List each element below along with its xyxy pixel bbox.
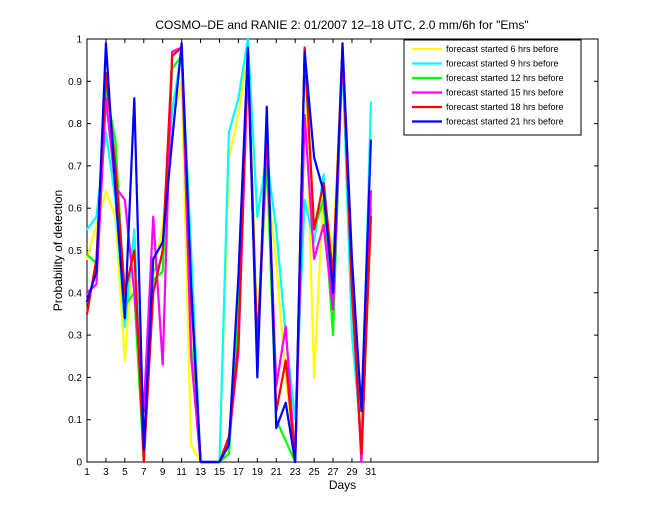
legend-entry-6: forecast started 21 hrs before <box>446 117 564 127</box>
y-tick-label: 0.9 <box>68 77 82 88</box>
x-tick-label: 15 <box>214 467 226 478</box>
x-tick-label: 29 <box>346 467 358 478</box>
x-tick-label: 31 <box>365 467 377 478</box>
x-tick-label: 9 <box>160 467 166 478</box>
legend-entry-5: forecast started 18 hrs before <box>446 102 564 112</box>
x-tick-label: 17 <box>233 467 245 478</box>
y-tick-label: 1 <box>76 35 82 46</box>
y-tick-label: 0.2 <box>68 373 82 384</box>
legend-entry-2: forecast started 9 hrs before <box>446 59 559 69</box>
y-tick-label: 0.6 <box>68 204 82 215</box>
x-tick-label: 1 <box>84 467 90 478</box>
x-tick-label: 27 <box>327 467 339 478</box>
y-tick-label: 0.4 <box>68 288 82 299</box>
y-ticks: 0 0.1 0.2 0.3 0.4 0.5 0.6 0.7 0.8 0.9 1 <box>68 35 598 469</box>
y-tick-label: 0.5 <box>68 246 82 257</box>
series-lines <box>85 37 372 464</box>
x-tick-label: 21 <box>271 467 283 478</box>
chart-title: COSMO–DE and RANIE 2: 01/2007 12–18 UTC,… <box>155 18 528 32</box>
series-line-6 <box>85 42 372 464</box>
y-axis-label: Probability of detection <box>51 190 65 311</box>
legend-entry-3: forecast started 12 hrs before <box>446 73 564 83</box>
legend-box <box>403 39 582 136</box>
x-tick-label: 25 <box>309 467 321 478</box>
y-tick-label: 0.7 <box>68 161 82 172</box>
x-tick-label: 13 <box>195 467 207 478</box>
x-tick-label: 7 <box>141 467 147 478</box>
x-axis-label: Days <box>329 478 356 492</box>
x-tick-label: 5 <box>122 467 128 478</box>
y-tick-label: 0.3 <box>68 331 82 342</box>
y-tick-label: 0.1 <box>68 415 82 426</box>
x-tick-label: 11 <box>176 467 187 478</box>
x-tick-label: 3 <box>103 467 109 478</box>
legend: forecast started 6 hrs before forecast st… <box>403 39 582 136</box>
legend-entry-1: forecast started 6 hrs before <box>446 44 559 54</box>
legend-entry-4: forecast started 15 hrs before <box>446 88 564 98</box>
x-tick-label: 19 <box>252 467 264 478</box>
y-tick-label: 0 <box>76 458 82 469</box>
x-ticks: 1 3 5 7 9 11 13 15 17 19 21 23 25 27 29 31 <box>84 39 377 478</box>
x-tick-label: 23 <box>290 467 302 478</box>
y-tick-label: 0.8 <box>68 119 82 130</box>
